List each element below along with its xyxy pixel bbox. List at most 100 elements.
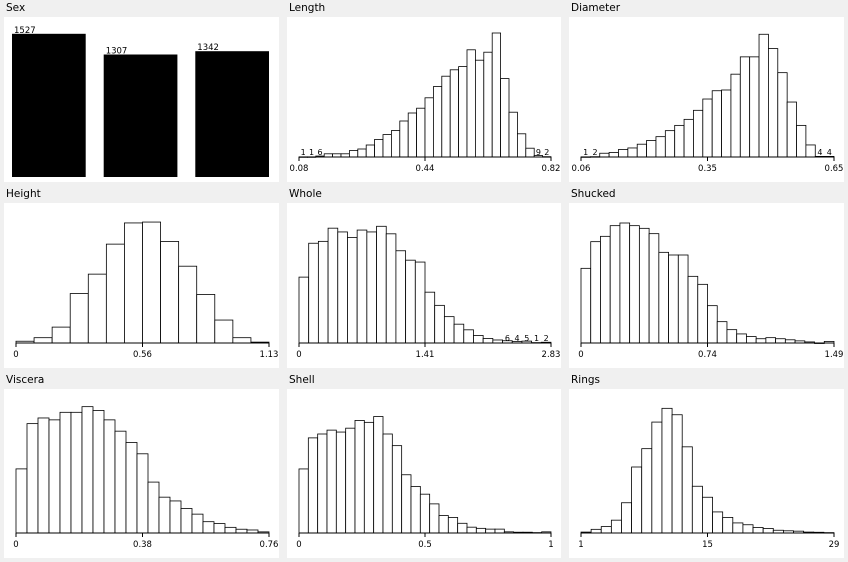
histogram-bar [762, 528, 774, 534]
histogram-bar [147, 481, 160, 534]
histogram-bar [658, 251, 669, 344]
histogram-bar [466, 49, 476, 158]
histogram-bar [407, 112, 417, 158]
chart-svg: 1527 1307 1342 [12, 26, 269, 178]
chart-title: Height [6, 188, 41, 200]
histogram-bar [702, 496, 713, 534]
histogram-bar [749, 56, 760, 158]
histogram-bar [671, 414, 683, 534]
histogram-bar [414, 261, 426, 344]
chart-panel: Height 0 0.56 1.13 [0, 186, 283, 372]
histogram-bar [722, 517, 734, 534]
bar-count-label: 1 [583, 148, 588, 157]
histogram-bar [516, 133, 527, 158]
histogram-bar [434, 304, 445, 344]
bar [195, 51, 269, 178]
histogram-bar [136, 453, 149, 534]
histogram-bar [87, 273, 107, 344]
chart-svg: 0 0.56 1.13 [13, 221, 278, 360]
histogram-bar [391, 445, 403, 534]
histogram-bar [457, 522, 468, 534]
histogram-bar [327, 227, 339, 344]
x-tick-label: 0.08 [290, 164, 309, 174]
chart-panel: Diameter 1 2 4 4 0.06 0.35 0.65 [565, 0, 848, 186]
histogram-bar [298, 276, 310, 344]
histogram-bar [777, 72, 788, 158]
bar-value-label: 1527 [14, 26, 36, 36]
histogram-bar [726, 329, 738, 344]
x-tick-label: 1.49 [825, 350, 844, 360]
histogram-bar [485, 528, 496, 534]
histogram-bar [702, 98, 713, 158]
histogram-bar [508, 111, 518, 158]
bar-count-label: 4 [827, 148, 832, 157]
histogram-bar [494, 528, 505, 534]
histogram-bar [410, 486, 421, 534]
bar-count-label: 4 [817, 148, 822, 157]
histogram-bar [674, 124, 685, 158]
x-tick-label: 0 [578, 350, 583, 360]
histogram-bar [363, 421, 375, 534]
histogram-bar [655, 136, 666, 158]
bar-value-label: 1342 [197, 43, 219, 53]
chart-panel: Whole 6 4 5 1 2 0 1.41 2.83 [283, 186, 565, 372]
histogram-bar [125, 442, 138, 534]
x-tick-label: 0.44 [416, 164, 435, 174]
chart-area: 1 2 4 4 0.06 0.35 0.65 [569, 17, 844, 182]
x-tick-label: 2.83 [542, 350, 561, 360]
histogram-bar [742, 524, 754, 534]
histogram-bar [401, 474, 412, 534]
histogram-bar [805, 144, 816, 158]
histogram-bar [752, 527, 764, 534]
chart-title: Whole [289, 188, 322, 200]
histogram-bar [105, 243, 125, 344]
histogram-bar [142, 221, 161, 344]
x-tick-label: 0.82 [542, 164, 561, 174]
histogram-bar [399, 120, 409, 158]
histogram-bar [651, 421, 663, 534]
chart-panel: Shucked 0 0.74 1.49 [565, 186, 848, 372]
histogram-bar [619, 222, 631, 344]
histogram-bar [424, 97, 434, 158]
histogram-bar [746, 336, 757, 344]
histogram-bar [707, 305, 718, 344]
x-tick-label: 0.56 [133, 350, 152, 360]
bar-count-label: 6 [317, 148, 322, 157]
x-tick-label: 0.38 [133, 540, 152, 550]
histogram-bar [391, 130, 401, 158]
histogram-bar [345, 427, 356, 534]
histogram-bar [736, 333, 747, 344]
histogram-bar [796, 124, 807, 158]
histogram-bar [160, 241, 180, 344]
x-tick-label: 0.65 [825, 164, 844, 174]
histogram-bar [429, 503, 440, 534]
chart-title: Rings [571, 374, 601, 386]
chart-svg: 0 0.5 1 [296, 416, 554, 550]
x-tick-label: 0 [296, 350, 301, 360]
chart-area: 1 1 6 9 2 0.08 0.44 0.82 [287, 17, 561, 182]
histogram-bar [453, 323, 465, 344]
x-tick-label: 15 [702, 540, 713, 550]
bar-count-label: 5 [524, 334, 529, 343]
bar [103, 54, 178, 177]
chart-panel: Length 1 1 6 9 2 0.08 0.44 0.82 [283, 0, 565, 186]
histogram-bar [449, 69, 459, 158]
histogram-bar [765, 337, 777, 344]
histogram-bar [758, 33, 769, 158]
histogram-bar [432, 86, 443, 158]
histogram-bar [92, 410, 105, 534]
chart-area: 1527 1307 1342 [4, 17, 279, 182]
x-tick-label: 0 [13, 540, 18, 550]
histogram-bar [697, 283, 708, 344]
histogram-bar [441, 75, 451, 158]
histogram-bar [687, 275, 699, 344]
histogram-bar [618, 149, 629, 158]
histogram-bar [474, 59, 485, 158]
histogram-bar [590, 528, 602, 534]
histogram-bar [37, 417, 50, 534]
histogram-bar [70, 411, 83, 534]
histogram-bar [124, 222, 143, 344]
histogram-bar [475, 527, 487, 534]
bar-count-label: 1 [534, 334, 539, 343]
histogram-bar [213, 523, 226, 534]
